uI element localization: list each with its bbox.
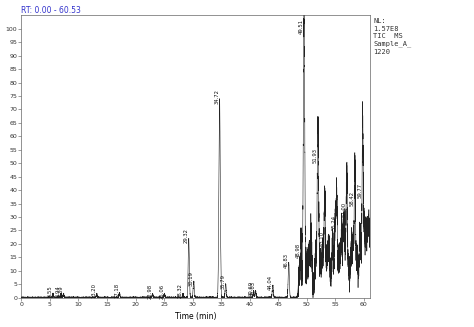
Text: 53.10: 53.10 (319, 231, 325, 246)
Text: 29.32: 29.32 (184, 228, 189, 243)
Text: 28.32: 28.32 (178, 284, 183, 299)
Text: 44.04: 44.04 (268, 275, 273, 290)
Text: 48.98: 48.98 (296, 243, 301, 258)
Text: 30.19: 30.19 (189, 271, 194, 286)
Text: 5.55: 5.55 (48, 285, 53, 297)
Text: 46.83: 46.83 (284, 252, 289, 267)
Text: 7.39: 7.39 (59, 285, 64, 297)
Text: 17.18: 17.18 (114, 283, 119, 298)
Text: 25.06: 25.06 (159, 284, 164, 299)
Text: 13.20: 13.20 (91, 284, 97, 299)
Text: 51.93: 51.93 (313, 148, 318, 163)
Text: 35.79: 35.79 (221, 274, 226, 289)
Text: NL:
1.57E8
TIC  MS
Sample_A_
1220: NL: 1.57E8 TIC MS Sample_A_ 1220 (373, 18, 411, 55)
Text: 55.24: 55.24 (332, 215, 337, 230)
Text: 22.98: 22.98 (147, 284, 153, 299)
Text: 49.51: 49.51 (299, 19, 304, 34)
Text: 58.42: 58.42 (350, 191, 355, 206)
X-axis label: Time (min): Time (min) (175, 312, 216, 321)
Text: 34.72: 34.72 (215, 89, 219, 104)
Text: 57.00: 57.00 (342, 201, 347, 216)
Text: RT: 0.00 - 60.53: RT: 0.00 - 60.53 (21, 6, 81, 15)
Text: 41.03: 41.03 (251, 281, 255, 296)
Text: 59.77: 59.77 (357, 182, 363, 198)
Text: 40.69: 40.69 (249, 281, 254, 296)
Text: 6.94: 6.94 (56, 285, 61, 297)
